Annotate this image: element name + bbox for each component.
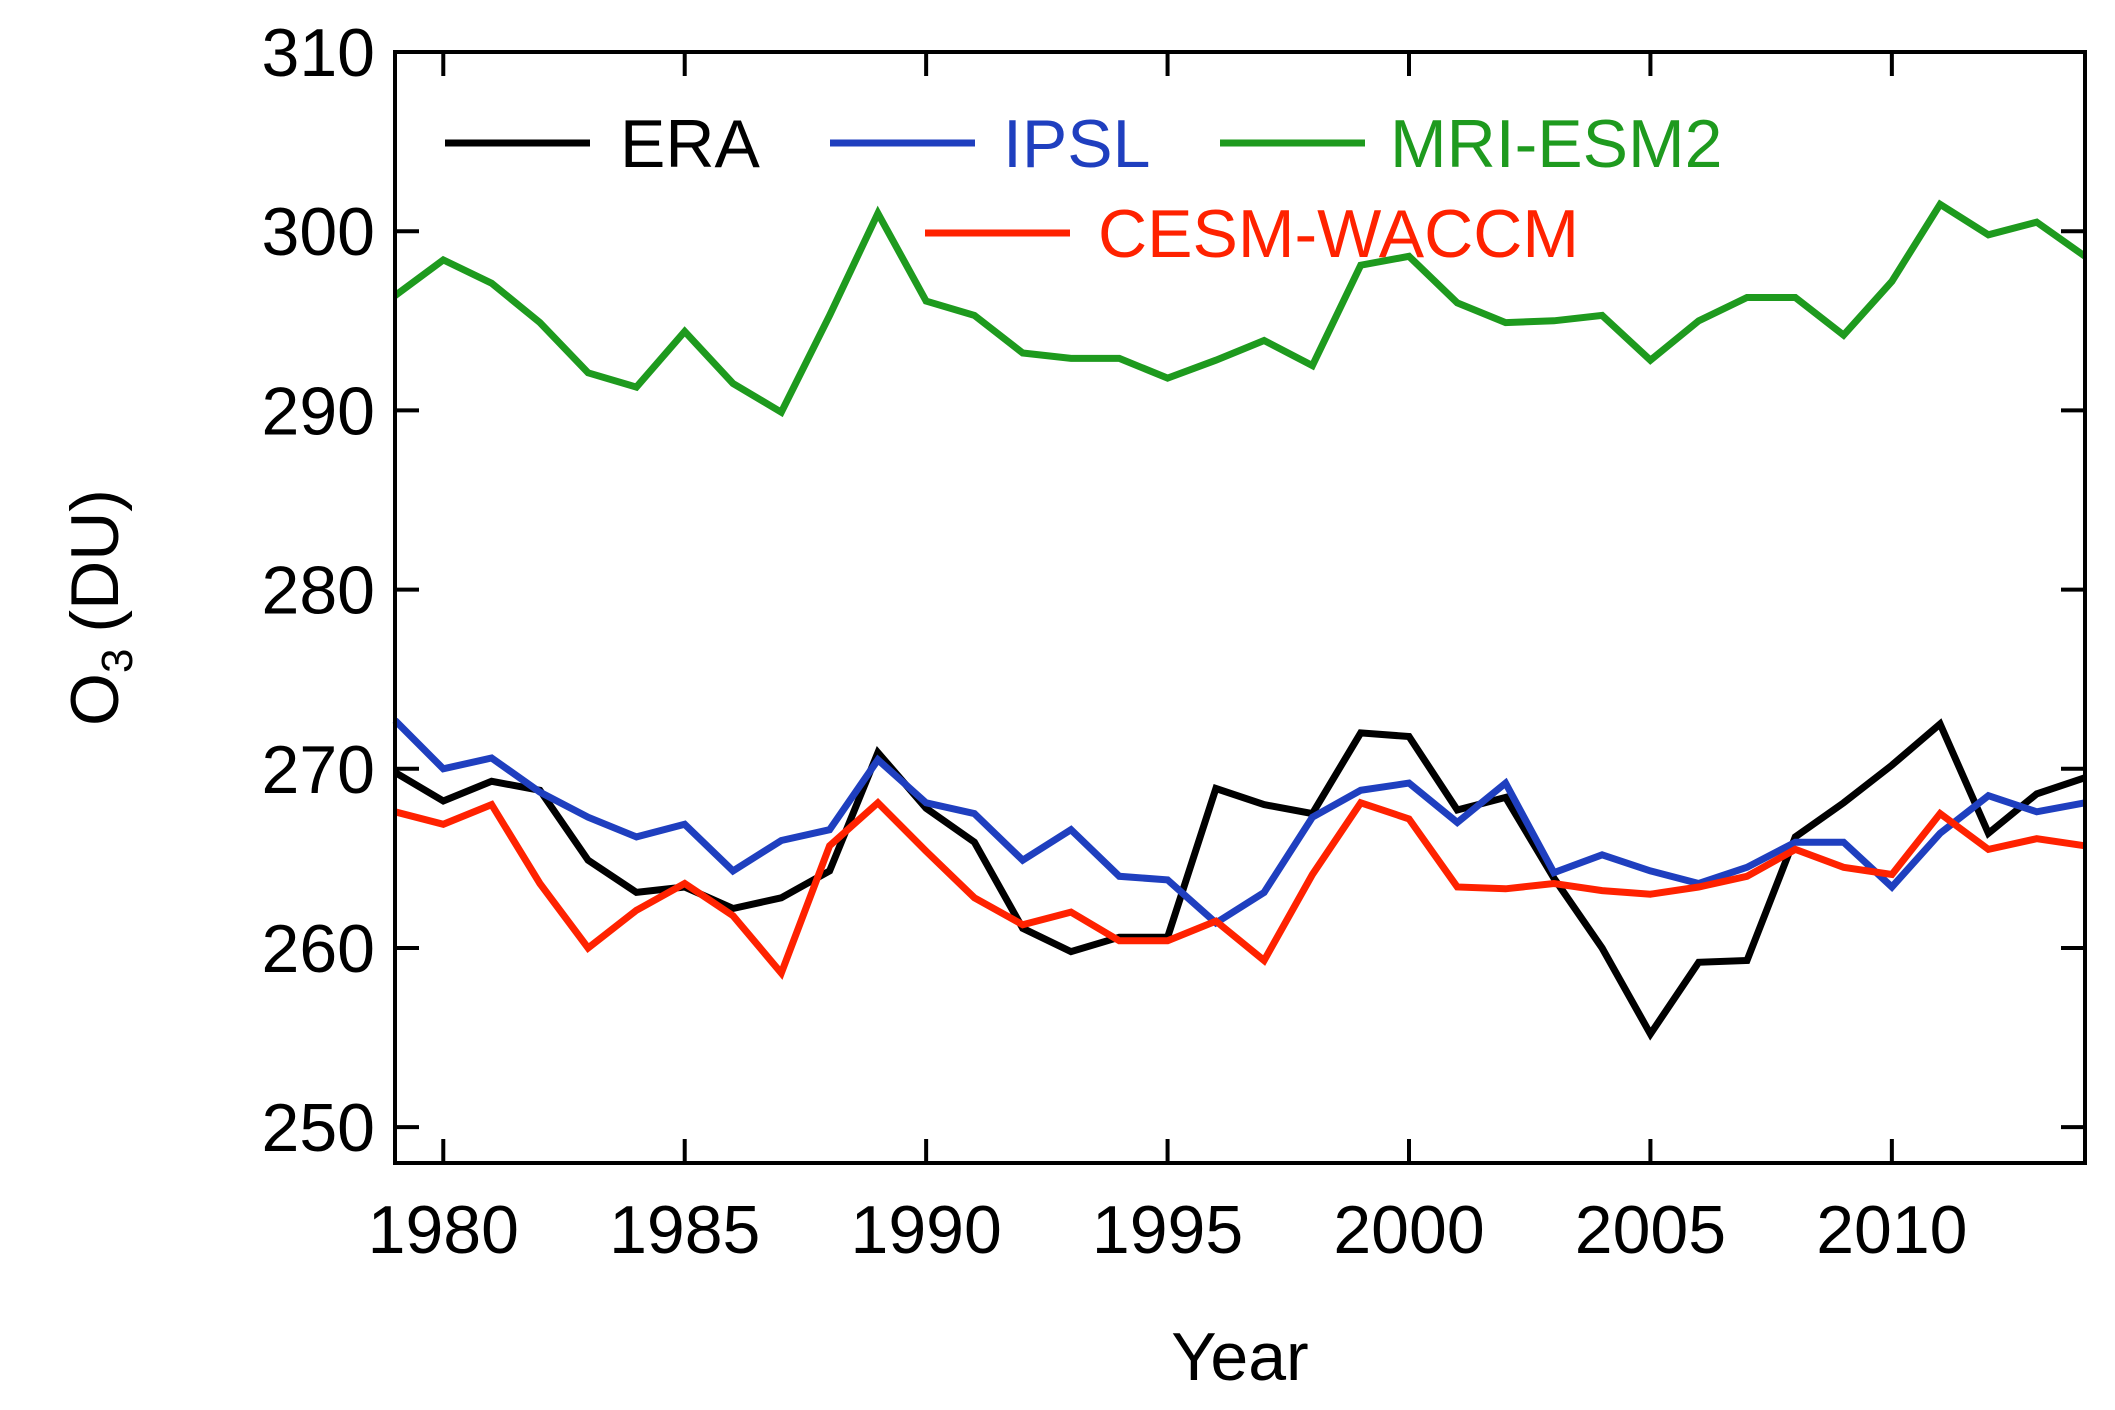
legend-label-cesm-waccm: CESM-WACCM: [1098, 196, 1579, 272]
legend-label-ipsl: IPSL: [1003, 106, 1150, 182]
y-tick-label: 270: [262, 732, 375, 808]
x-tick-label: 1995: [1092, 1192, 1243, 1268]
series-line-mri-esm2: [392, 199, 2088, 418]
x-tick-label: 2000: [1333, 1192, 1484, 1268]
y-tick-label: 300: [262, 194, 375, 270]
y-tick-label: 260: [262, 911, 375, 987]
x-tick-label: 1980: [368, 1192, 519, 1268]
legend: ERA IPSL MRI-ESM2 CESM-WACCM: [445, 106, 1722, 272]
series-line-era: [393, 718, 2087, 1041]
y-axis-label-subscript: 3: [93, 649, 142, 673]
y-axis-label: O3 (DU): [57, 489, 142, 726]
y-axis-label-main: O: [57, 673, 133, 726]
y-tick-label: 290: [262, 373, 375, 449]
x-tick-label: 1985: [609, 1192, 760, 1268]
y-tick-label: 310: [262, 15, 375, 91]
series-layer: [392, 199, 2088, 1041]
legend-label-mri-esm2: MRI-ESM2: [1390, 106, 1722, 182]
series-line-cesm-waccm: [394, 797, 2086, 980]
x-tick-label: 2010: [1816, 1192, 1967, 1268]
series-line-ipsl: [392, 717, 2086, 928]
plot-frame: [393, 50, 2087, 1165]
y-tick-label: 280: [262, 553, 375, 629]
legend-label-era: ERA: [620, 106, 760, 182]
y-tick-label: 250: [262, 1090, 375, 1166]
x-axis-label: Year: [1171, 1319, 1308, 1395]
tick-layer: 1980 1985 1990 1995 2000 2005 2010 250 260 270 280…: [262, 15, 2085, 1268]
x-tick-label: 1990: [851, 1192, 1002, 1268]
y-axis-label-unit: (DU): [57, 489, 133, 633]
x-tick-label: 2005: [1575, 1192, 1726, 1268]
